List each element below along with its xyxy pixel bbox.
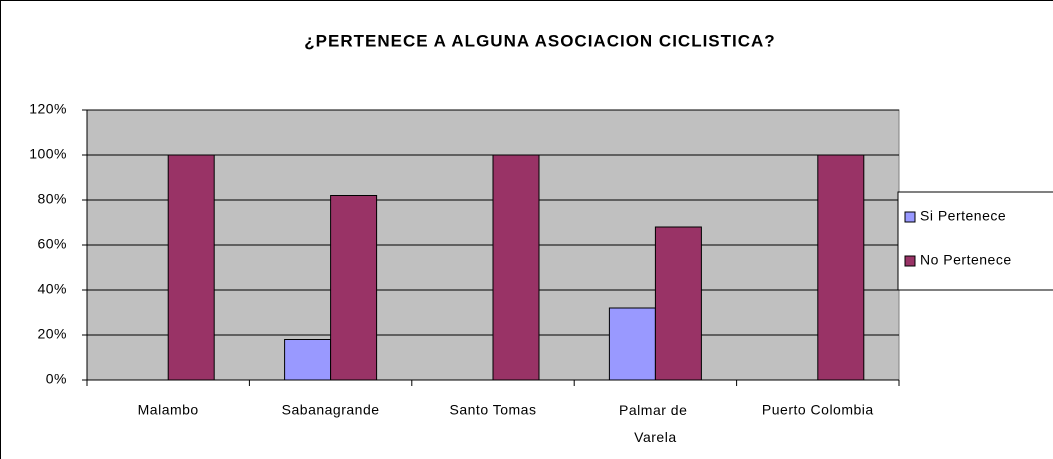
x-tick-label: Malambo — [138, 402, 199, 418]
x-tick-label: Sabanagrande — [282, 402, 380, 418]
y-tick-label: 100% — [29, 146, 67, 162]
x-tick-label: Puerto Colombia — [762, 402, 874, 418]
y-tick-label: 80% — [37, 191, 67, 207]
chart-title: ¿PERTENECE A ALGUNA ASOCIACION CICLISTIC… — [304, 31, 775, 50]
legend-label: No Pertenece — [920, 252, 1012, 268]
bar — [167, 154, 215, 381]
legend-label: Si Pertenece — [920, 208, 1006, 224]
y-tick-label: 120% — [29, 101, 67, 117]
bar — [608, 307, 656, 381]
bar — [284, 339, 332, 381]
y-tick-label: 60% — [37, 236, 67, 252]
bar — [492, 154, 540, 381]
bar — [817, 154, 865, 381]
legend-box — [897, 191, 1053, 291]
y-tick-label: 20% — [37, 326, 67, 342]
x-tick-label: Palmar de Varela — [619, 402, 692, 445]
legend-swatch — [904, 255, 916, 267]
x-tick-label: Santo Tomas — [450, 402, 537, 418]
y-tick-label: 40% — [37, 281, 67, 297]
legend-swatch — [904, 211, 916, 223]
y-tick-label: 0% — [46, 371, 67, 387]
bar — [654, 226, 702, 381]
bar — [330, 195, 378, 381]
